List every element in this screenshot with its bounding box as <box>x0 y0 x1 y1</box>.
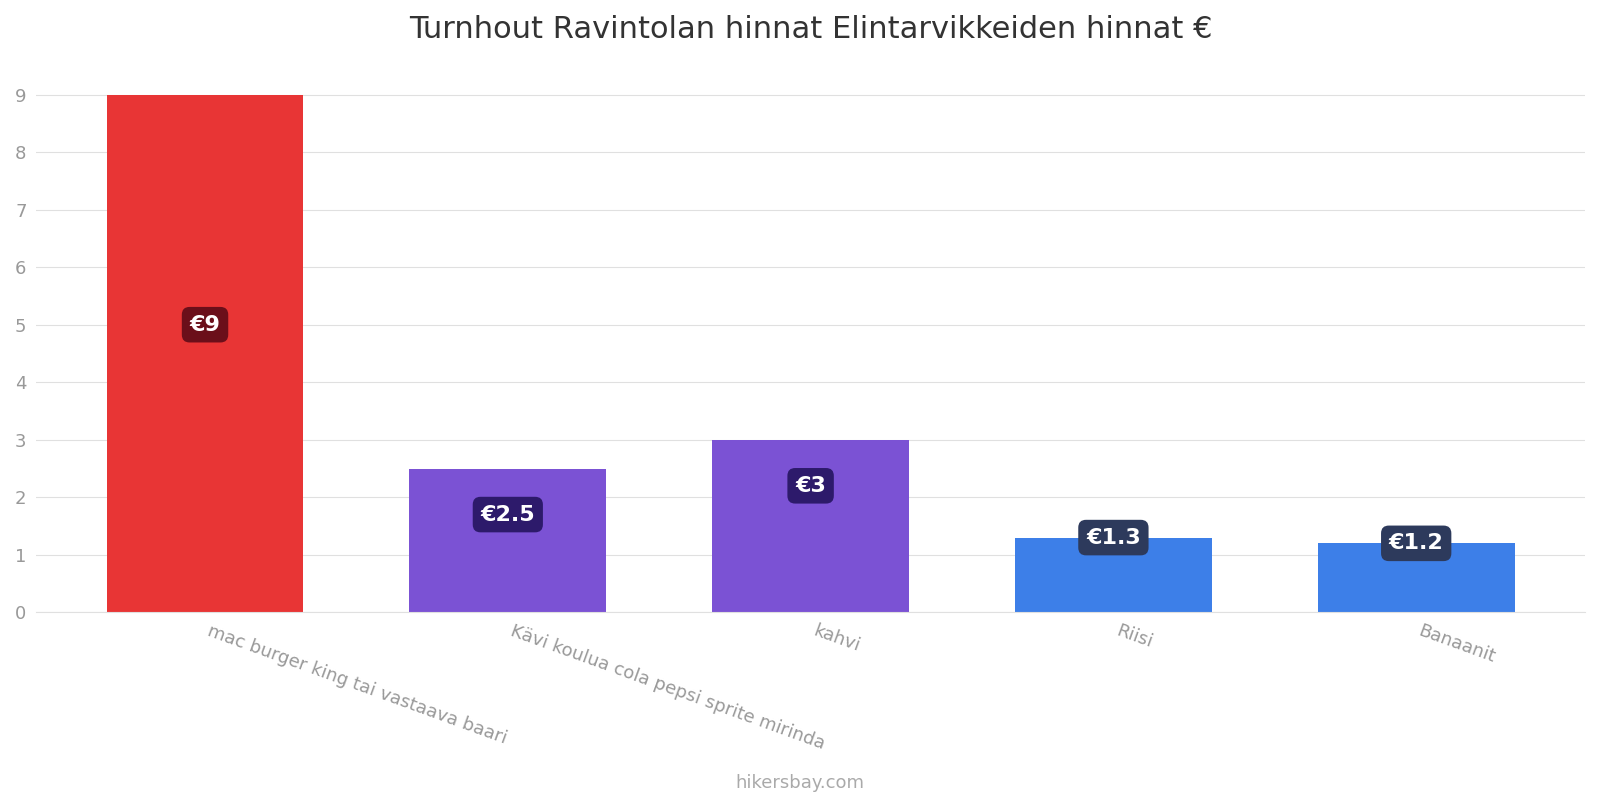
Text: €9: €9 <box>189 314 221 334</box>
Title: Turnhout Ravintolan hinnat Elintarvikkeiden hinnat €: Turnhout Ravintolan hinnat Elintarvikkei… <box>410 15 1213 44</box>
Text: €3: €3 <box>795 476 826 496</box>
Bar <box>1318 543 1515 612</box>
Text: €2.5: €2.5 <box>480 505 534 525</box>
Text: €1.2: €1.2 <box>1389 534 1443 554</box>
Bar <box>410 469 606 612</box>
Text: hikersbay.com: hikersbay.com <box>736 774 864 792</box>
Bar <box>107 94 304 612</box>
Bar <box>712 440 909 612</box>
Text: €1.3: €1.3 <box>1086 527 1141 547</box>
Bar <box>1014 538 1211 612</box>
